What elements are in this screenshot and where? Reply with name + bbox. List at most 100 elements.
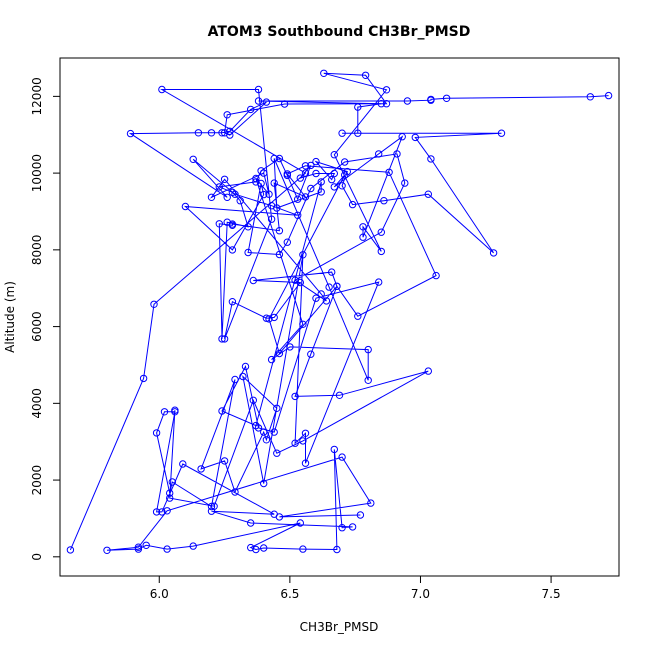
data-point — [312, 294, 320, 302]
data-point — [427, 96, 435, 104]
data-point — [228, 188, 237, 197]
data-point — [343, 167, 351, 176]
data-point — [322, 297, 331, 305]
data-point — [207, 129, 216, 137]
x-tick-label: 7.0 — [411, 587, 430, 601]
data-point — [171, 406, 179, 414]
data-point — [301, 193, 310, 201]
data-point — [299, 545, 307, 553]
data-point — [432, 271, 440, 280]
data-point — [270, 428, 278, 436]
y-tick-label: 10000 — [30, 154, 44, 192]
data-point — [424, 367, 432, 375]
data-point — [220, 335, 229, 343]
data-point — [338, 524, 346, 532]
series-1 — [66, 69, 409, 554]
data-point — [497, 129, 506, 137]
data-point — [377, 100, 385, 108]
y-tick-label: 8000 — [30, 235, 44, 266]
data-point — [267, 215, 276, 223]
data-point — [364, 376, 372, 384]
data-point — [163, 545, 171, 553]
data-point — [291, 392, 299, 401]
data-point — [207, 193, 216, 202]
data-point — [103, 546, 111, 554]
data-point — [328, 175, 336, 184]
data-point — [354, 103, 362, 111]
data-point — [247, 519, 255, 527]
data-point — [158, 508, 166, 516]
data-point — [265, 190, 273, 198]
series-line — [69, 72, 406, 551]
data-point — [442, 94, 451, 103]
data-point — [197, 465, 205, 473]
data-point — [215, 183, 224, 191]
data-point — [228, 298, 237, 306]
data-point — [359, 223, 367, 231]
data-point — [401, 179, 409, 187]
data-point — [168, 478, 177, 486]
data-point — [338, 453, 346, 461]
data-point — [236, 197, 244, 205]
data-point — [424, 190, 432, 198]
y-tick-label: 2000 — [30, 465, 44, 496]
data-point — [354, 312, 362, 320]
data-point — [139, 374, 148, 383]
data-point — [260, 479, 268, 488]
y-tick-label: 4000 — [30, 388, 44, 419]
data-point — [338, 182, 346, 190]
data-point — [294, 211, 302, 220]
data-point — [403, 97, 412, 105]
data-point — [160, 408, 169, 416]
data-point — [228, 246, 237, 254]
data-point — [244, 248, 252, 257]
data-point — [210, 502, 218, 510]
data-point — [320, 69, 328, 78]
data-point — [301, 162, 310, 170]
data-point — [218, 335, 226, 343]
data-point — [228, 220, 237, 228]
data-point — [220, 457, 229, 465]
data-point — [299, 320, 307, 328]
data-point — [252, 421, 260, 430]
data-point — [367, 499, 375, 507]
data-point — [207, 502, 216, 511]
data-point — [377, 228, 385, 236]
data-point — [260, 544, 268, 552]
data-point — [273, 449, 281, 457]
data-point — [317, 290, 325, 298]
data-point — [226, 127, 234, 136]
data-point — [296, 519, 304, 527]
data-point — [257, 167, 265, 175]
data-point — [283, 170, 291, 178]
data-point — [194, 129, 203, 137]
data-point — [330, 169, 338, 178]
data-point — [385, 168, 393, 177]
data-point — [262, 436, 271, 444]
data-point — [294, 195, 302, 203]
data-point — [307, 350, 315, 358]
data-point — [249, 276, 258, 285]
data-point — [307, 161, 315, 170]
chart-title: ATOM3 Southbound CH3Br_PMSD — [208, 24, 471, 40]
data-point — [377, 247, 385, 256]
series-line — [169, 95, 609, 507]
data-point — [325, 283, 333, 291]
data-point — [231, 488, 239, 496]
data-point — [220, 175, 229, 184]
data-point — [348, 200, 357, 209]
y-tick-label: 0 — [30, 553, 44, 561]
data-point — [275, 349, 284, 358]
data-point — [375, 278, 383, 286]
data-point — [231, 375, 239, 384]
data-point — [254, 97, 263, 105]
y-axis: 0 2000 4000 6000 8000 10000 12000 — [30, 77, 61, 561]
data-point — [158, 85, 166, 94]
y-tick-label: 6000 — [30, 311, 44, 342]
data-point — [291, 276, 299, 284]
data-point — [335, 391, 344, 399]
data-point — [142, 541, 150, 549]
data-point — [348, 523, 357, 531]
data-point — [489, 249, 498, 257]
